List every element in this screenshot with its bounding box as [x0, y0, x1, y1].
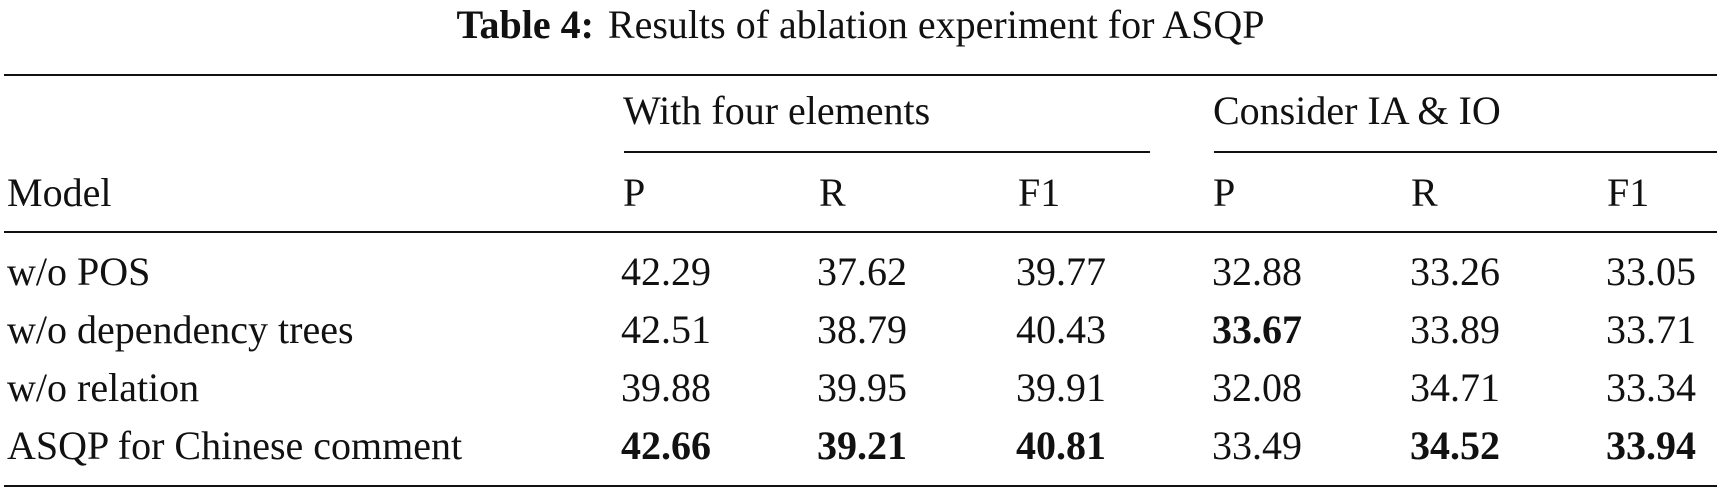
group-rule-four-elements [624, 151, 1150, 153]
table-cell: 39.77 [1016, 249, 1106, 294]
table-cell: 33.05 [1606, 249, 1696, 294]
table-cell: 33.34 [1606, 365, 1696, 410]
model-column-header: Model [7, 170, 112, 215]
caption-text: Results of ablation experiment for ASQP [607, 2, 1265, 47]
table-cell: 38.79 [817, 307, 907, 352]
table-cell: 39.91 [1016, 365, 1106, 410]
table-cell: 33.89 [1410, 307, 1500, 352]
group-header-four-elements: With four elements [623, 88, 931, 133]
table-cell-best: 33.67 [1212, 307, 1302, 352]
group-rule-ia-io [1214, 151, 1717, 153]
table-cell-best: 42.66 [621, 423, 711, 468]
column-header-f1-1: F1 [1018, 170, 1061, 215]
row-model-label: w/o relation [7, 365, 200, 410]
row-model-label: w/o dependency trees [7, 307, 354, 352]
row-model-label: w/o POS [7, 249, 151, 294]
row-model-label: ASQP for Chinese comment [7, 423, 463, 468]
table-cell: 33.49 [1212, 423, 1302, 468]
top-rule [4, 74, 1717, 76]
table-cell: 32.08 [1212, 365, 1302, 410]
table-cell: 32.88 [1212, 249, 1302, 294]
table-cell: 42.29 [621, 249, 711, 294]
table-cell: 34.71 [1410, 365, 1500, 410]
group-header-ia-io: Consider IA & IO [1213, 88, 1501, 133]
column-header-p-1: P [623, 170, 646, 215]
column-header-p-2: P [1213, 170, 1236, 215]
table-cell-best: 40.81 [1016, 423, 1106, 468]
bottom-rule [4, 485, 1717, 487]
column-header-f1-2: F1 [1607, 170, 1650, 215]
caption-label: Table 4: [456, 2, 594, 47]
table-cell-best: 39.21 [817, 423, 907, 468]
table-caption: Table 4: Results of ablation experiment f… [0, 2, 1721, 48]
table-cell-best: 33.94 [1606, 423, 1696, 468]
table-cell: 33.71 [1606, 307, 1696, 352]
column-header-r-2: R [1411, 170, 1438, 215]
table-cell: 39.88 [621, 365, 711, 410]
table-cell: 42.51 [621, 307, 711, 352]
header-rule [4, 231, 1717, 233]
table-cell: 37.62 [817, 249, 907, 294]
table-cell-best: 34.52 [1410, 423, 1500, 468]
table-cell: 33.26 [1410, 249, 1500, 294]
table-cell: 40.43 [1016, 307, 1106, 352]
column-header-r-1: R [819, 170, 846, 215]
table-cell: 39.95 [817, 365, 907, 410]
